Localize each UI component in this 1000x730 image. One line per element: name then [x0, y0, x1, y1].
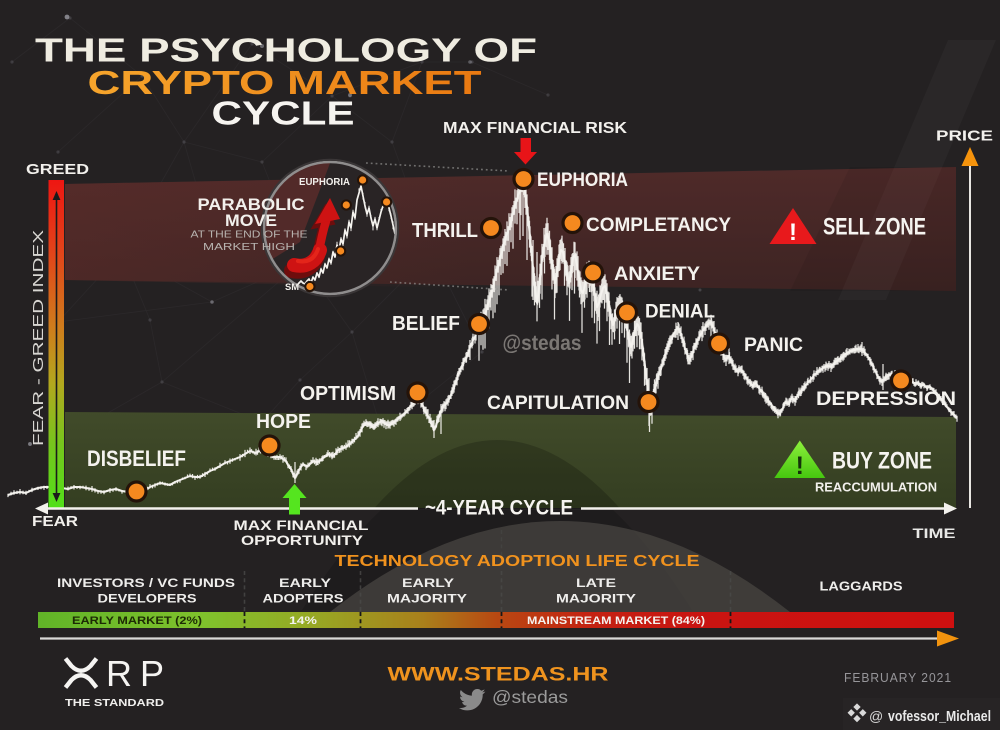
svg-text:WWW.STEDAS.HR: WWW.STEDAS.HR: [388, 665, 609, 686]
svg-text:COMPLETANCY: COMPLETANCY: [586, 214, 731, 236]
svg-text:@stedas: @stedas: [503, 332, 582, 355]
svg-text:INVESTORS / VC FUNDS: INVESTORS / VC FUNDS: [57, 576, 235, 590]
svg-text:FEAR: FEAR: [32, 513, 78, 530]
svg-text:ADOPTERS: ADOPTERS: [263, 592, 344, 606]
svg-text:THE PSYCHOLOGY OF: THE PSYCHOLOGY OF: [35, 32, 537, 69]
svg-text:THRILL: THRILL: [412, 220, 478, 242]
svg-text:PARABOLIC: PARABOLIC: [198, 196, 305, 214]
svg-text:!: !: [789, 219, 797, 246]
svg-text:MOVE: MOVE: [225, 212, 277, 230]
svg-text:HOPE: HOPE: [256, 411, 311, 433]
svg-text:EARLY MARKET (2%): EARLY MARKET (2%): [72, 615, 202, 627]
svg-text:ANXIETY: ANXIETY: [614, 263, 700, 285]
svg-text:~4-YEAR CYCLE: ~4-YEAR CYCLE: [425, 497, 573, 520]
svg-text:CRYPTO MARKET: CRYPTO MARKET: [88, 64, 482, 101]
svg-text:AT THE END OF THE: AT THE END OF THE: [191, 229, 308, 241]
svg-text:MAJORITY: MAJORITY: [556, 592, 636, 606]
svg-text:REACCUMULATION: REACCUMULATION: [815, 481, 937, 495]
svg-text:EUPHORIA: EUPHORIA: [537, 169, 628, 191]
svg-text:FEBRUARY 2021: FEBRUARY 2021: [844, 671, 952, 685]
svg-text:vofessor_Michael: vofessor_Michael: [888, 709, 991, 725]
svg-text:DENIAL: DENIAL: [645, 301, 715, 323]
svg-text:@: @: [869, 708, 883, 724]
svg-text:!: !: [796, 452, 804, 480]
svg-text:BUY ZONE: BUY ZONE: [832, 448, 932, 475]
svg-text:MAINSTREAM MARKET (84%): MAINSTREAM MARKET (84%): [527, 615, 705, 627]
svg-text:PRICE: PRICE: [936, 128, 993, 145]
svg-text:MARKET HIGH: MARKET HIGH: [203, 241, 295, 253]
svg-text:EUPHORIA: EUPHORIA: [299, 176, 350, 188]
svg-text:MAJORITY: MAJORITY: [387, 592, 467, 606]
svg-text:TIME: TIME: [913, 525, 956, 541]
svg-text:EARLY: EARLY: [279, 576, 331, 590]
svg-text:SELL ZONE: SELL ZONE: [823, 214, 926, 241]
svg-text:DEPRESSION: DEPRESSION: [816, 388, 956, 410]
svg-text:SM: SM: [285, 282, 299, 293]
svg-text:THE STANDARD: THE STANDARD: [65, 697, 164, 709]
svg-text:14%: 14%: [289, 615, 317, 627]
svg-text:LAGGARDS: LAGGARDS: [820, 579, 903, 594]
svg-text:CAPITULATION: CAPITULATION: [487, 392, 629, 414]
svg-text:TECHNOLOGY ADOPTION LIFE CYCLE: TECHNOLOGY ADOPTION LIFE CYCLE: [335, 553, 700, 570]
svg-text:MAX FINANCIAL: MAX FINANCIAL: [234, 517, 370, 533]
svg-text:CYCLE: CYCLE: [212, 95, 355, 132]
svg-text:MAX FINANCIAL RISK: MAX FINANCIAL RISK: [443, 120, 628, 137]
svg-text:RP: RP: [106, 653, 172, 694]
svg-text:DEVELOPERS: DEVELOPERS: [98, 592, 197, 606]
svg-text:EARLY: EARLY: [402, 576, 454, 590]
svg-text:DISBELIEF: DISBELIEF: [87, 446, 186, 471]
svg-text:GREED: GREED: [26, 161, 89, 178]
svg-text:PANIC: PANIC: [744, 334, 803, 356]
svg-text:BELIEF: BELIEF: [392, 313, 460, 335]
svg-text:FEAR - GREED INDEX: FEAR - GREED INDEX: [31, 230, 47, 446]
svg-text:OPPORTUNITY: OPPORTUNITY: [241, 532, 364, 548]
svg-text:LATE: LATE: [576, 576, 616, 590]
svg-text:@stedas: @stedas: [492, 687, 568, 707]
svg-text:OPTIMISM: OPTIMISM: [300, 383, 396, 405]
